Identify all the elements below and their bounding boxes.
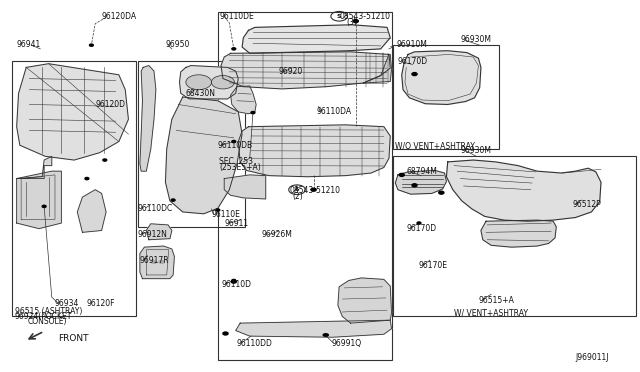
Polygon shape bbox=[481, 220, 556, 247]
Polygon shape bbox=[140, 246, 174, 279]
Text: 96170D: 96170D bbox=[406, 224, 436, 233]
Circle shape bbox=[223, 332, 228, 335]
Text: 96110D: 96110D bbox=[221, 280, 251, 289]
Text: 96110DC: 96110DC bbox=[138, 204, 173, 213]
Text: 96110E: 96110E bbox=[211, 211, 240, 219]
Text: 96110DE: 96110DE bbox=[219, 12, 254, 21]
Bar bbox=[393, 156, 636, 317]
Circle shape bbox=[412, 184, 417, 187]
Text: S: S bbox=[336, 14, 341, 19]
Bar bbox=[393, 45, 499, 149]
Text: J969011J: J969011J bbox=[575, 353, 609, 362]
Text: 96924(POCKET: 96924(POCKET bbox=[15, 312, 72, 321]
Polygon shape bbox=[236, 320, 392, 337]
Text: 96934: 96934 bbox=[55, 299, 79, 308]
Text: 68794M: 68794M bbox=[406, 167, 437, 176]
Text: 96950: 96950 bbox=[166, 40, 190, 49]
Text: 96110DD: 96110DD bbox=[237, 339, 273, 348]
Circle shape bbox=[152, 260, 157, 263]
Polygon shape bbox=[242, 25, 390, 53]
Text: (253E5+A): (253E5+A) bbox=[219, 163, 261, 172]
Text: 96512P: 96512P bbox=[572, 200, 601, 209]
Text: W/O VENT+ASHTRAY: W/O VENT+ASHTRAY bbox=[396, 141, 476, 151]
Circle shape bbox=[323, 334, 327, 336]
Text: W/ VENT+ASHTRAY: W/ VENT+ASHTRAY bbox=[454, 308, 528, 317]
Polygon shape bbox=[77, 190, 106, 232]
Circle shape bbox=[103, 159, 107, 161]
Circle shape bbox=[324, 334, 328, 336]
Circle shape bbox=[417, 222, 421, 224]
Text: 08543-51210: 08543-51210 bbox=[339, 12, 390, 21]
Text: 96515+A: 96515+A bbox=[478, 296, 515, 305]
Circle shape bbox=[353, 20, 358, 23]
Text: (3): (3) bbox=[347, 19, 358, 28]
Circle shape bbox=[211, 76, 234, 89]
Polygon shape bbox=[396, 170, 447, 194]
Polygon shape bbox=[338, 278, 392, 323]
Text: 96910M: 96910M bbox=[397, 40, 428, 49]
Circle shape bbox=[216, 209, 220, 211]
Text: 96911: 96911 bbox=[224, 219, 248, 228]
Text: 96926M: 96926M bbox=[261, 230, 292, 240]
Text: 96930M: 96930M bbox=[461, 35, 492, 44]
Polygon shape bbox=[17, 171, 61, 229]
Polygon shape bbox=[140, 65, 156, 171]
Polygon shape bbox=[230, 86, 256, 114]
Circle shape bbox=[232, 279, 236, 282]
Polygon shape bbox=[364, 54, 392, 83]
Circle shape bbox=[186, 75, 211, 90]
Text: 96917R: 96917R bbox=[140, 256, 170, 264]
Polygon shape bbox=[238, 125, 390, 177]
Text: CONSOLE): CONSOLE) bbox=[28, 317, 67, 326]
Bar bbox=[12, 61, 136, 317]
Circle shape bbox=[90, 44, 93, 46]
Polygon shape bbox=[179, 65, 238, 99]
Text: 96991Q: 96991Q bbox=[332, 339, 362, 348]
Polygon shape bbox=[221, 52, 390, 89]
Polygon shape bbox=[224, 175, 266, 199]
Text: 96120D: 96120D bbox=[95, 100, 125, 109]
Text: 96120F: 96120F bbox=[87, 299, 115, 308]
Circle shape bbox=[159, 260, 164, 263]
Text: 96930M: 96930M bbox=[461, 146, 492, 155]
Circle shape bbox=[399, 173, 404, 176]
Text: SEC. 253: SEC. 253 bbox=[219, 157, 253, 166]
Text: 96920: 96920 bbox=[278, 67, 303, 76]
Circle shape bbox=[232, 140, 236, 142]
Polygon shape bbox=[17, 156, 52, 179]
Text: 96120DA: 96120DA bbox=[102, 12, 137, 21]
Polygon shape bbox=[402, 51, 481, 105]
Circle shape bbox=[311, 188, 316, 191]
Text: 08543-51210: 08543-51210 bbox=[289, 186, 340, 195]
Circle shape bbox=[439, 191, 444, 194]
Polygon shape bbox=[17, 64, 129, 160]
Polygon shape bbox=[147, 224, 172, 240]
Text: 96170E: 96170E bbox=[419, 261, 448, 270]
Text: FRONT: FRONT bbox=[58, 334, 89, 343]
Circle shape bbox=[412, 73, 417, 76]
Circle shape bbox=[42, 205, 46, 208]
Text: 96110DA: 96110DA bbox=[317, 108, 352, 116]
Text: S: S bbox=[294, 187, 299, 192]
Text: 96170D: 96170D bbox=[398, 57, 428, 66]
Polygon shape bbox=[166, 97, 242, 214]
Text: 96515 (ASHTRAY): 96515 (ASHTRAY) bbox=[15, 307, 82, 316]
Circle shape bbox=[172, 199, 175, 201]
Circle shape bbox=[231, 280, 236, 283]
Text: 96912N: 96912N bbox=[138, 230, 168, 239]
Text: 96110DB: 96110DB bbox=[218, 141, 253, 150]
Text: 68430N: 68430N bbox=[186, 89, 216, 98]
Circle shape bbox=[232, 48, 236, 50]
Bar bbox=[218, 12, 392, 360]
Text: 96941: 96941 bbox=[17, 40, 41, 49]
Circle shape bbox=[251, 112, 255, 114]
Text: (2): (2) bbox=[292, 192, 303, 201]
Circle shape bbox=[85, 177, 89, 180]
Polygon shape bbox=[447, 160, 601, 221]
Bar bbox=[138, 61, 245, 227]
